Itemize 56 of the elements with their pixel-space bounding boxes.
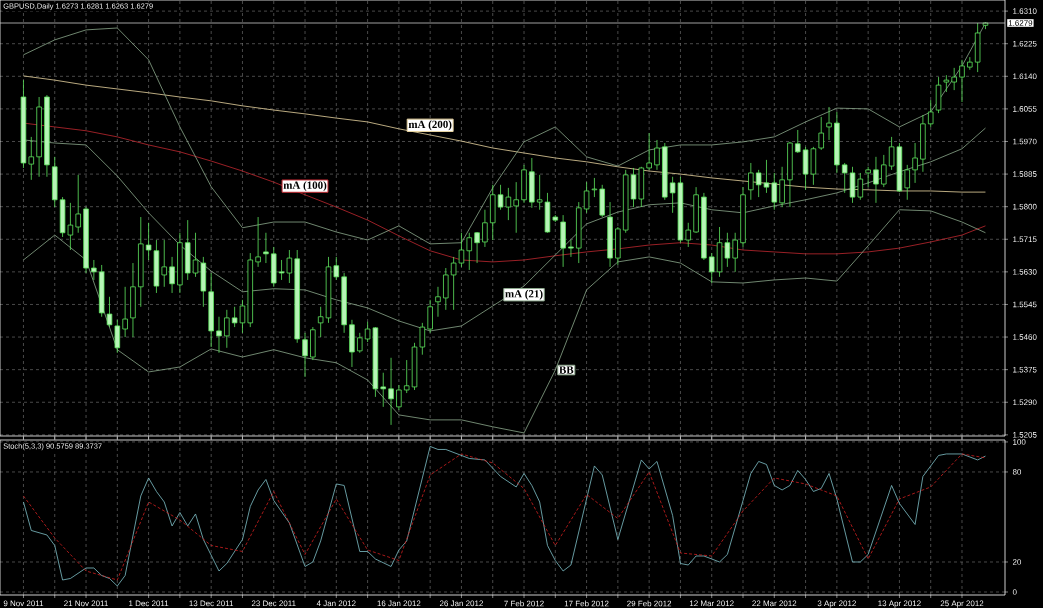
- candlestick: [396, 384, 402, 411]
- candlestick: [443, 267, 449, 311]
- candlestick: [427, 299, 433, 334]
- candlestick: [591, 177, 598, 198]
- candlestick: [943, 74, 950, 93]
- candlestick: [583, 181, 590, 214]
- candlestick: [169, 256, 175, 294]
- series-label: mA (21): [505, 289, 543, 300]
- candlestick: [685, 222, 692, 248]
- candlestick: [263, 232, 269, 264]
- series-label: BB: [559, 366, 574, 374]
- candlestick: [302, 332, 308, 378]
- candlestick: [122, 286, 128, 338]
- candlestick: [818, 116, 824, 151]
- candlestick: [28, 136, 35, 181]
- series-label: mA (200): [408, 120, 452, 131]
- candlestick: [216, 316, 222, 354]
- line-series: [23, 209, 986, 434]
- candlestick: [224, 309, 230, 349]
- candlestick: [841, 162, 848, 194]
- candlestick: [357, 332, 363, 354]
- candlestick: [75, 174, 81, 234]
- candlestick: [873, 156, 879, 204]
- candlestick: [708, 252, 715, 284]
- candlestick: [857, 172, 864, 201]
- series-label: mA (100): [283, 181, 327, 192]
- candlestick: [959, 59, 965, 103]
- candlestick: [732, 232, 738, 273]
- candlestick: [865, 166, 871, 188]
- candlestick: [795, 129, 801, 154]
- candlestick: [951, 67, 957, 91]
- candlestick: [114, 319, 121, 354]
- candlestick: [513, 181, 519, 234]
- candlestick: [482, 209, 488, 248]
- line-series: [23, 122, 986, 263]
- candlestick: [881, 154, 887, 188]
- candlestick: [771, 172, 778, 211]
- candlestick: [568, 239, 574, 258]
- candlestick: [927, 99, 934, 128]
- candlestick: [91, 259, 97, 281]
- candlestick: [380, 372, 386, 408]
- candlestick: [435, 286, 441, 318]
- candlestick: [333, 256, 340, 281]
- candlestick: [912, 142, 918, 184]
- candlestick: [748, 162, 754, 201]
- candlestick: [779, 166, 785, 208]
- candlestick: [388, 357, 394, 426]
- candlestick: [466, 232, 473, 271]
- candlestick: [654, 139, 660, 171]
- candlestick: [646, 132, 652, 171]
- candlestick: [826, 106, 832, 141]
- candlestick: [474, 231, 480, 264]
- candlestick: [403, 359, 410, 394]
- candlestick: [255, 216, 261, 268]
- candlestick: [161, 239, 167, 288]
- candlestick: [904, 164, 910, 201]
